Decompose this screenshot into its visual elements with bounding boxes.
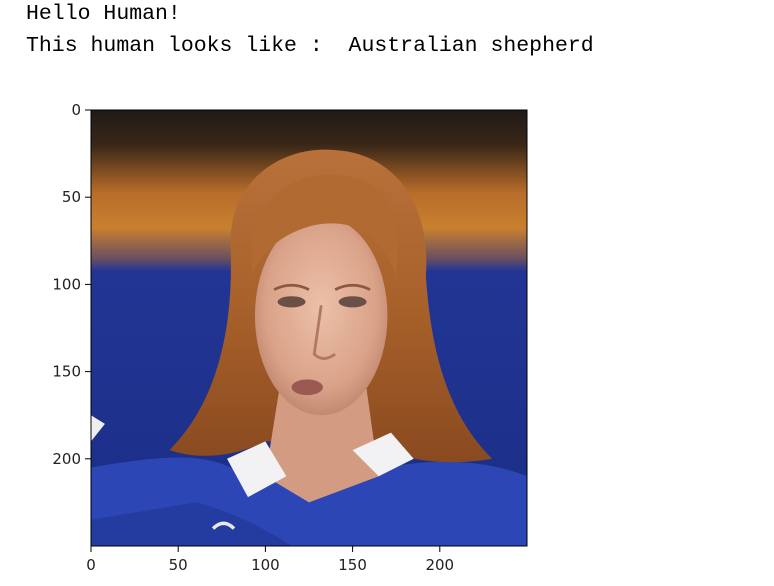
photo-woman (91, 110, 527, 546)
y-tick-label: 0 (71, 101, 81, 119)
x-tick-label: 50 (169, 556, 188, 574)
output-line-prediction: This human looks like : Australian sheph… (26, 34, 594, 58)
y-tick-label: 50 (62, 188, 81, 206)
y-tick-label: 150 (52, 363, 81, 381)
image-frame (90, 109, 528, 547)
x-tick-label: 150 (338, 556, 367, 574)
y-tick-label: 100 (52, 275, 81, 293)
x-tick-label: 200 (425, 556, 454, 574)
x-tick-label: 100 (251, 556, 280, 574)
output-line-greeting: Hello Human! (26, 2, 181, 26)
y-tick-label: 200 (52, 450, 81, 468)
y-axis-ticks: 0 50 100 150 200 (52, 101, 91, 468)
x-tick-label: 0 (86, 556, 96, 574)
x-axis-ticks: 0 50 100 150 200 (86, 546, 454, 574)
